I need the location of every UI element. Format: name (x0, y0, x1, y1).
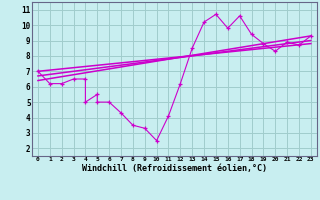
X-axis label: Windchill (Refroidissement éolien,°C): Windchill (Refroidissement éolien,°C) (82, 164, 267, 173)
